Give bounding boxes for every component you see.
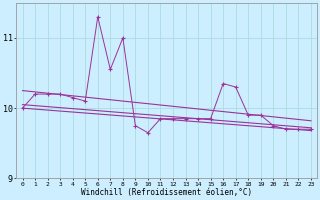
X-axis label: Windchill (Refroidissement éolien,°C): Windchill (Refroidissement éolien,°C) bbox=[81, 188, 252, 197]
